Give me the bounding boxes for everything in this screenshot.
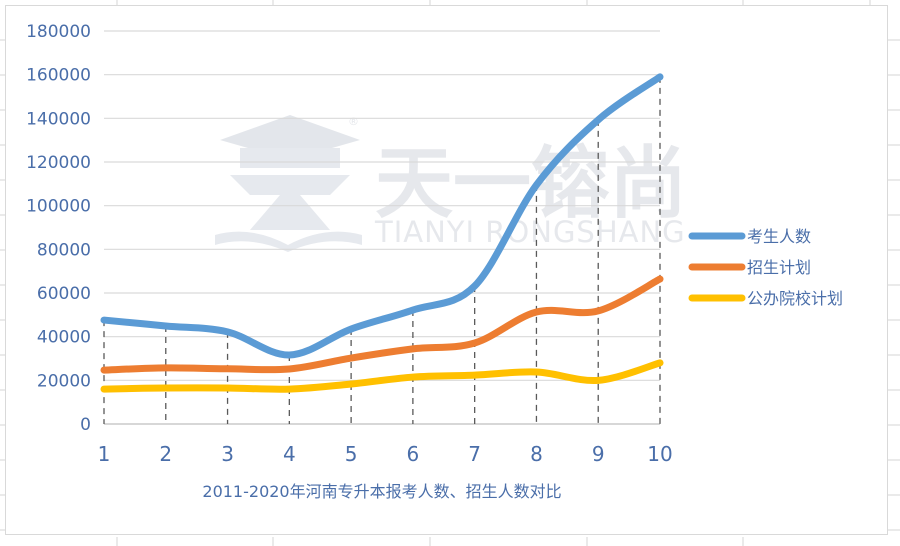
y-gridlines (104, 30, 660, 425)
x-tick-label: 5 (345, 442, 358, 466)
x-axis-ticks: 1 2 3 4 5 6 7 8 9 10 (98, 442, 673, 466)
y-tick-label: 60000 (37, 284, 91, 304)
series-line (100, 73, 664, 359)
y-tick-label: 80000 (37, 240, 91, 260)
watermark-text-cn: 天一镕尚 (375, 139, 687, 229)
svg-text:®: ® (348, 115, 359, 128)
y-tick-label: 180000 (26, 22, 91, 42)
y-axis-ticks: 0 20000 40000 60000 80000 100000 120000 140000 1… (26, 22, 91, 435)
x-tick-label: 8 (530, 442, 543, 466)
x-tick-label: 4 (283, 442, 296, 466)
y-tick-label: 120000 (26, 153, 91, 173)
legend-label: 考生人数 (747, 227, 811, 246)
series-line (100, 275, 664, 374)
series-lines (100, 73, 664, 393)
x-tick-label: 2 (159, 442, 172, 466)
x-tick-label: 3 (221, 442, 234, 466)
y-tick-label: 40000 (37, 328, 91, 348)
x-tick-label: 7 (468, 442, 481, 466)
y-tick-label: 160000 (26, 66, 91, 86)
legend-item[interactable]: 考生人数 (688, 227, 811, 246)
x-tick-label: 9 (592, 442, 605, 466)
legend-label: 招生计划 (747, 258, 811, 277)
watermark-text-en: TIANYI RONGSHANG (374, 215, 686, 249)
y-tick-label: 140000 (26, 109, 91, 129)
x-tick-label: 6 (407, 442, 420, 466)
chart-title: 2011-2020年河南专升本报考人数、招生人数对比 (202, 482, 561, 501)
series-line (100, 359, 664, 393)
x-tick-label: 10 (647, 442, 672, 466)
y-tick-label: 100000 (26, 197, 91, 217)
y-tick-label: 0 (80, 415, 91, 435)
legend-label: 公办院校计划 (747, 289, 843, 308)
y-tick-label: 20000 (37, 371, 91, 391)
drop-lines (103, 76, 661, 424)
legend-item[interactable]: 公办院校计划 (688, 289, 843, 308)
x-tick-label: 1 (98, 442, 111, 466)
legend-item[interactable]: 招生计划 (688, 258, 811, 277)
